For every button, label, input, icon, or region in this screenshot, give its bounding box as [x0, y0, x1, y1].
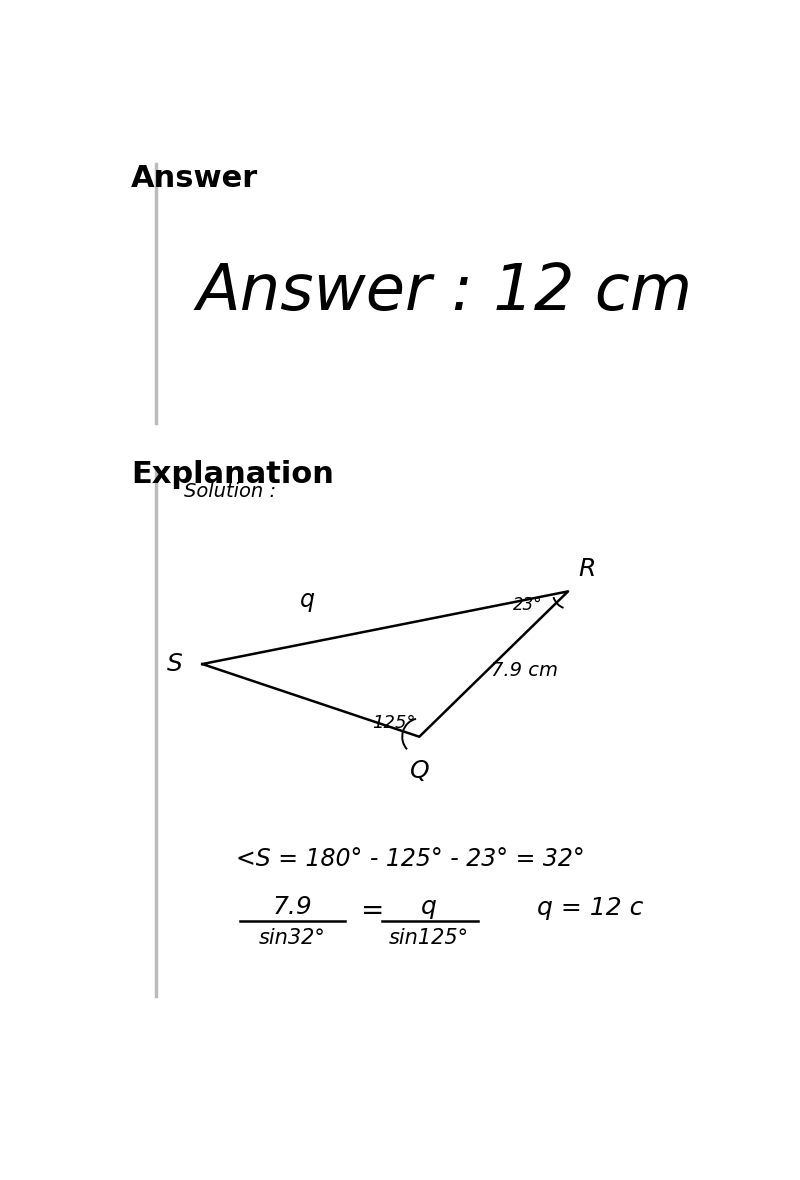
- Text: =: =: [361, 897, 385, 925]
- Text: sin32°: sin32°: [258, 927, 326, 948]
- Text: 23°: 23°: [513, 596, 542, 614]
- Text: sin125°: sin125°: [389, 927, 469, 948]
- Text: Q: Q: [410, 759, 429, 784]
- Text: 7.9 cm: 7.9 cm: [491, 661, 558, 680]
- Text: q: q: [421, 894, 437, 919]
- Text: q = 12 c: q = 12 c: [537, 897, 643, 920]
- Text: Answer: Answer: [131, 164, 258, 194]
- Text: <S = 180° - 125° - 23° = 32°: <S = 180° - 125° - 23° = 32°: [236, 847, 584, 871]
- Text: q: q: [300, 589, 315, 612]
- Text: S: S: [166, 653, 182, 676]
- Text: 7.9: 7.9: [272, 894, 312, 919]
- Text: 125°: 125°: [372, 714, 416, 732]
- Text: R: R: [578, 557, 595, 581]
- Text: Explanation: Explanation: [131, 459, 334, 489]
- Text: Answer : 12 cm: Answer : 12 cm: [196, 261, 692, 322]
- Text: Solution :: Solution :: [184, 483, 276, 501]
